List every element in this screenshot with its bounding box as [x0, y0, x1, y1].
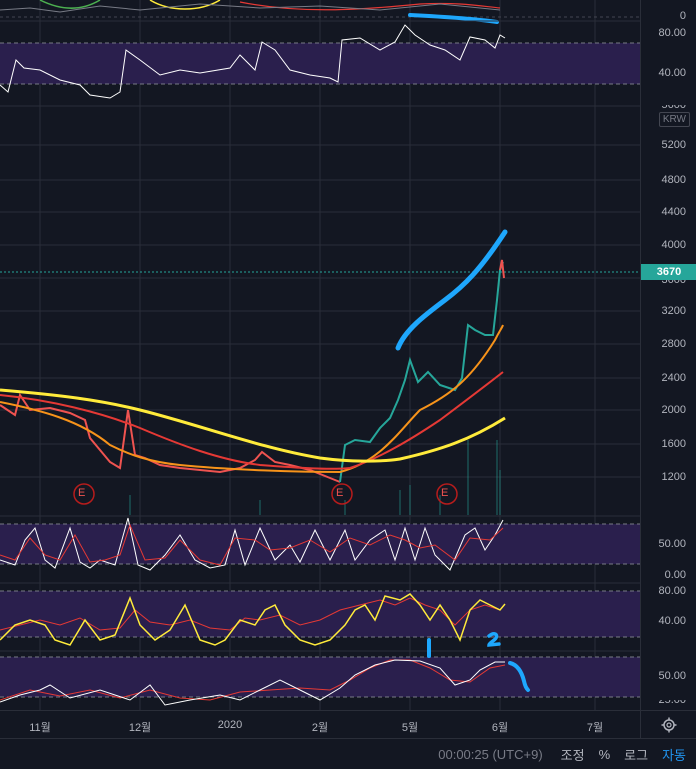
auto-scale-toggle[interactable]: 자동 — [662, 747, 686, 763]
volume-bars — [129, 440, 501, 515]
chart-settings-button[interactable] — [640, 710, 696, 738]
time-label-dec: 12월 — [128, 722, 152, 734]
time-label-jun: 6월 — [491, 722, 509, 734]
current-price-tag: 3670 — [641, 264, 696, 280]
rsi-tick-80: 80.00 — [658, 27, 686, 39]
chart-footer: 00:00:25 (UTC+9) 조정 % 로그 자동 — [0, 738, 696, 769]
earnings-marker-1[interactable]: E — [78, 487, 86, 499]
ma-short-line — [0, 324, 504, 474]
earnings-markers — [73, 483, 458, 505]
price-tick-5200: 5200 — [661, 139, 686, 151]
price-tick-4000: 4000 — [661, 239, 686, 251]
stoch3-tick-25: 25.00 — [658, 700, 686, 704]
time-label-may: 5월 — [401, 722, 419, 734]
stoch-panel-2 — [0, 590, 640, 646]
price-tick-2800: 2800 — [661, 338, 686, 350]
stoch-panel-3 — [0, 632, 640, 706]
price-axis[interactable]: 0 80.00 40.00 5600 KRW 5200 4800 4400 40… — [640, 0, 696, 710]
earnings-marker-3[interactable]: E — [441, 487, 449, 499]
ma-long-line — [0, 388, 506, 463]
ma-mid-line — [0, 371, 504, 470]
time-label-2020: 2020 — [217, 719, 243, 731]
stoch1-tick-50: 50.00 — [658, 538, 686, 550]
rsi-tick-40: 40.00 — [658, 67, 686, 79]
macd-zero-tick: 0 — [679, 10, 686, 22]
rsi-panel — [0, 24, 640, 99]
gear-icon — [661, 717, 676, 732]
price-tick-1200: 1200 — [661, 471, 686, 483]
currency-badge: KRW — [658, 112, 690, 127]
timezone-clock[interactable]: 00:00:25 (UTC+9) — [438, 746, 543, 762]
percent-toggle[interactable]: % — [598, 746, 611, 762]
time-label-nov: 11월 — [29, 722, 51, 734]
earnings-marker-2[interactable]: E — [336, 487, 344, 499]
price-tick-top: 5600 — [661, 105, 686, 111]
log-toggle[interactable]: 로그 — [624, 747, 649, 763]
annotation-2-mark — [487, 632, 501, 647]
adjust-toggle[interactable]: 조정 — [560, 747, 585, 763]
price-panel — [0, 144, 640, 515]
time-axis[interactable]: 11월 12월 2020 2월 5월 6월 7월 — [0, 710, 640, 739]
price-tick-1600: 1600 — [661, 438, 686, 450]
stoch2-tick-80: 80.00 — [658, 585, 686, 597]
stoch2-tick-40: 40.00 — [658, 615, 686, 627]
stoch1-tick-0: 0.00 — [664, 569, 686, 581]
price-tick-2400: 2400 — [661, 372, 686, 384]
price-chart[interactable] — [0, 0, 640, 710]
price-tick-4800: 4800 — [661, 174, 686, 186]
trend-annotation — [395, 229, 508, 351]
price-series — [0, 392, 341, 483]
time-label-jul: 7월 — [586, 722, 604, 734]
stoch-panel-1 — [0, 517, 640, 571]
annotation-arrow-mark — [508, 661, 530, 692]
price-tick-4400: 4400 — [661, 206, 686, 218]
price-tick-3200: 3200 — [661, 305, 686, 317]
vertical-gridlines — [39, 0, 596, 710]
price-tick-2000: 2000 — [661, 404, 686, 416]
stoch3-tick-50: 50.00 — [658, 670, 686, 682]
time-label-feb: 2월 — [311, 722, 329, 734]
